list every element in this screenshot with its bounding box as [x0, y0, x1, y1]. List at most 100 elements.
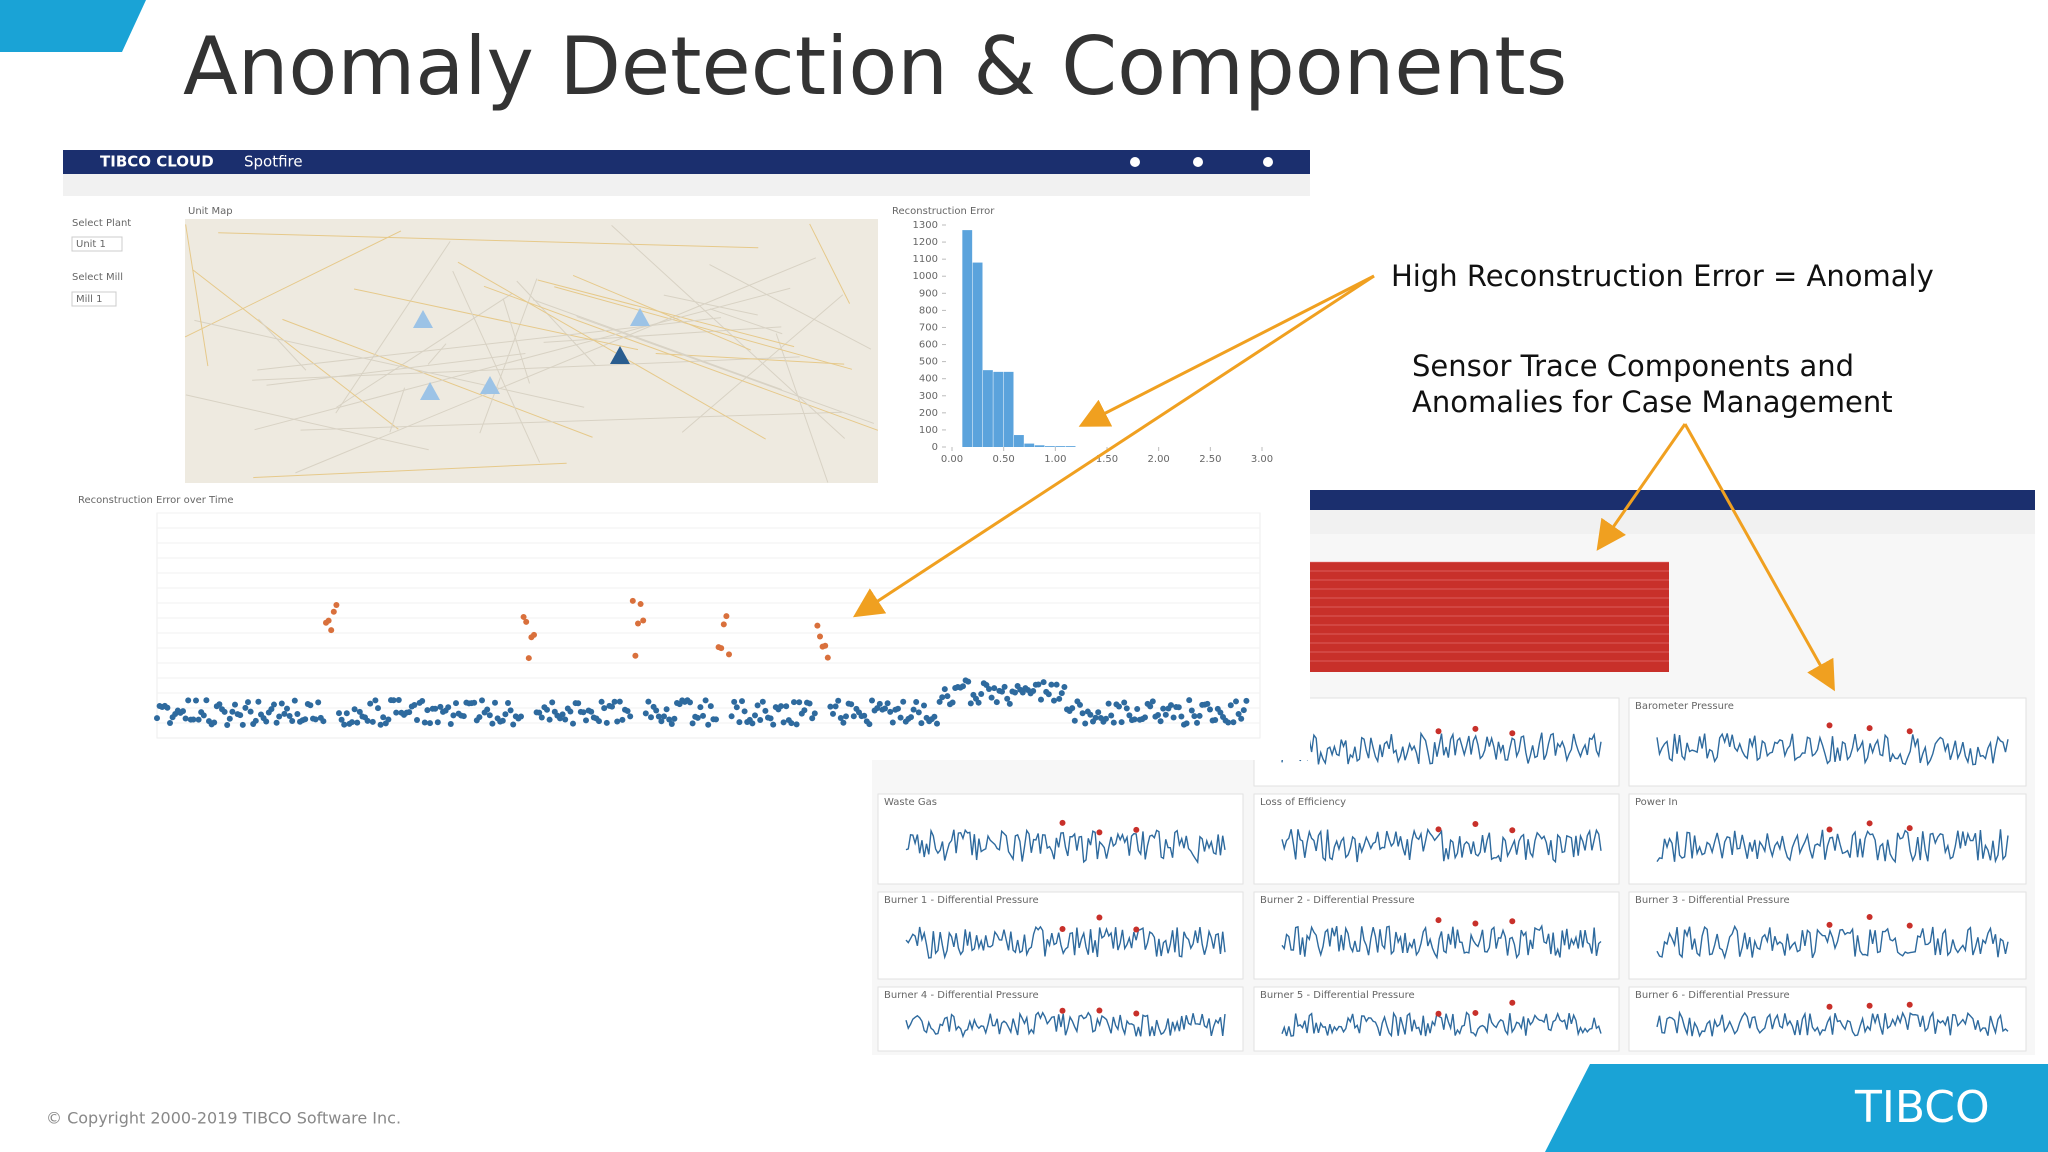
ts-point — [811, 710, 818, 717]
ts-point — [1207, 706, 1213, 713]
ts-point — [614, 718, 621, 725]
ts-point — [624, 707, 631, 714]
ts-point — [655, 713, 662, 720]
map-road — [192, 269, 399, 430]
ts-point — [895, 705, 901, 712]
slide-title: Anomaly Detection & Components — [183, 20, 1567, 113]
ts-point — [778, 703, 784, 710]
map-road — [266, 353, 526, 386]
ts-point — [1071, 717, 1078, 724]
ts-point — [460, 713, 467, 720]
ts-point — [835, 697, 842, 704]
ts-point — [164, 704, 171, 711]
trace-panel — [1628, 697, 2027, 787]
map-road — [572, 275, 751, 351]
ts-point — [1186, 697, 1193, 704]
trace-panel — [877, 891, 1244, 980]
dropdown[interactable] — [71, 291, 117, 307]
ts-point — [432, 705, 439, 712]
label: Select Mill — [72, 272, 123, 283]
ts-point — [713, 716, 719, 723]
annotation: Anomalies for Case Management — [1412, 385, 1893, 419]
ts-point — [1092, 714, 1099, 721]
ts-point — [489, 720, 496, 727]
y-tick-label: 0 — [932, 442, 938, 453]
ts-point — [931, 713, 938, 720]
sensor-trace — [905, 828, 1226, 865]
anomaly-point — [1826, 1003, 1833, 1010]
histogram-bar — [993, 371, 1004, 447]
map-road — [457, 261, 766, 440]
trace-panel — [1253, 891, 1620, 980]
ts-point — [752, 712, 758, 719]
anomaly-point — [1826, 921, 1833, 928]
ts-point — [999, 688, 1005, 695]
ts-point — [908, 714, 914, 721]
map-road — [185, 224, 209, 367]
ts-point — [978, 691, 985, 698]
ts-point — [837, 714, 844, 721]
ts-point — [471, 699, 478, 706]
sensor-trace — [905, 1011, 1226, 1039]
ts-point — [757, 717, 764, 724]
histogram-bar — [1055, 446, 1066, 447]
ts-point — [447, 721, 454, 728]
ts-point — [1077, 701, 1083, 708]
anomaly-point — [1435, 728, 1442, 735]
ts-point — [658, 718, 665, 725]
anomaly-point — [1133, 826, 1140, 833]
y-tick-label: 900 — [919, 288, 938, 299]
anomaly-point — [1866, 725, 1873, 732]
ts-point — [1006, 700, 1013, 707]
ts-point — [1126, 712, 1133, 719]
ts-point — [1058, 690, 1065, 697]
ts-point — [993, 699, 1000, 706]
toolbar — [63, 174, 1310, 196]
ts-point — [832, 703, 839, 710]
ts-point — [861, 712, 868, 719]
ts-point — [369, 718, 376, 725]
ts-point — [840, 719, 847, 726]
ts-point — [611, 698, 618, 705]
ts-point — [668, 720, 675, 727]
ts-point — [960, 683, 966, 690]
ts-point — [882, 705, 888, 712]
ts-point — [1110, 719, 1117, 726]
ts-point — [762, 707, 769, 714]
map-road — [295, 257, 817, 474]
ts-point — [653, 707, 660, 714]
ts-point — [689, 720, 696, 727]
ts-point — [336, 710, 342, 717]
dropdown[interactable] — [71, 236, 123, 252]
ts-point — [934, 720, 940, 727]
x-tick-label: 1.50 — [1096, 454, 1118, 465]
panel-title: Reconstruction Error over Time — [78, 495, 234, 506]
ts-point — [232, 701, 238, 708]
map-road — [809, 223, 851, 304]
ts-point — [546, 716, 553, 723]
y-tick-label: 100 — [919, 425, 938, 436]
ts-point — [918, 720, 925, 727]
ts-point — [642, 710, 649, 717]
x-tick-label: 3.00 — [1251, 454, 1273, 465]
map-road — [611, 224, 846, 439]
y-tick-label: 200 — [919, 408, 938, 419]
anomaly-point — [1509, 918, 1516, 925]
ts-point — [356, 708, 363, 715]
histogram-bar — [1024, 443, 1035, 447]
anomaly-point — [1866, 820, 1873, 827]
histogram-bar — [1003, 371, 1014, 447]
panel-title: Burner 3 - Differential Pressure — [1635, 895, 1790, 906]
panel-title: Burner 1 - Differential Pressure — [884, 895, 1039, 906]
ts-point — [343, 710, 350, 717]
ts-point — [741, 708, 748, 715]
ts-point — [190, 716, 197, 723]
ts-point — [567, 708, 574, 715]
icon — [1263, 157, 1273, 167]
ts-point — [507, 707, 514, 714]
ts-point — [536, 709, 543, 716]
ts-point — [1038, 696, 1044, 703]
anomaly-point — [1435, 1010, 1442, 1017]
ts-point — [1175, 704, 1182, 711]
ts-point — [1087, 711, 1094, 718]
